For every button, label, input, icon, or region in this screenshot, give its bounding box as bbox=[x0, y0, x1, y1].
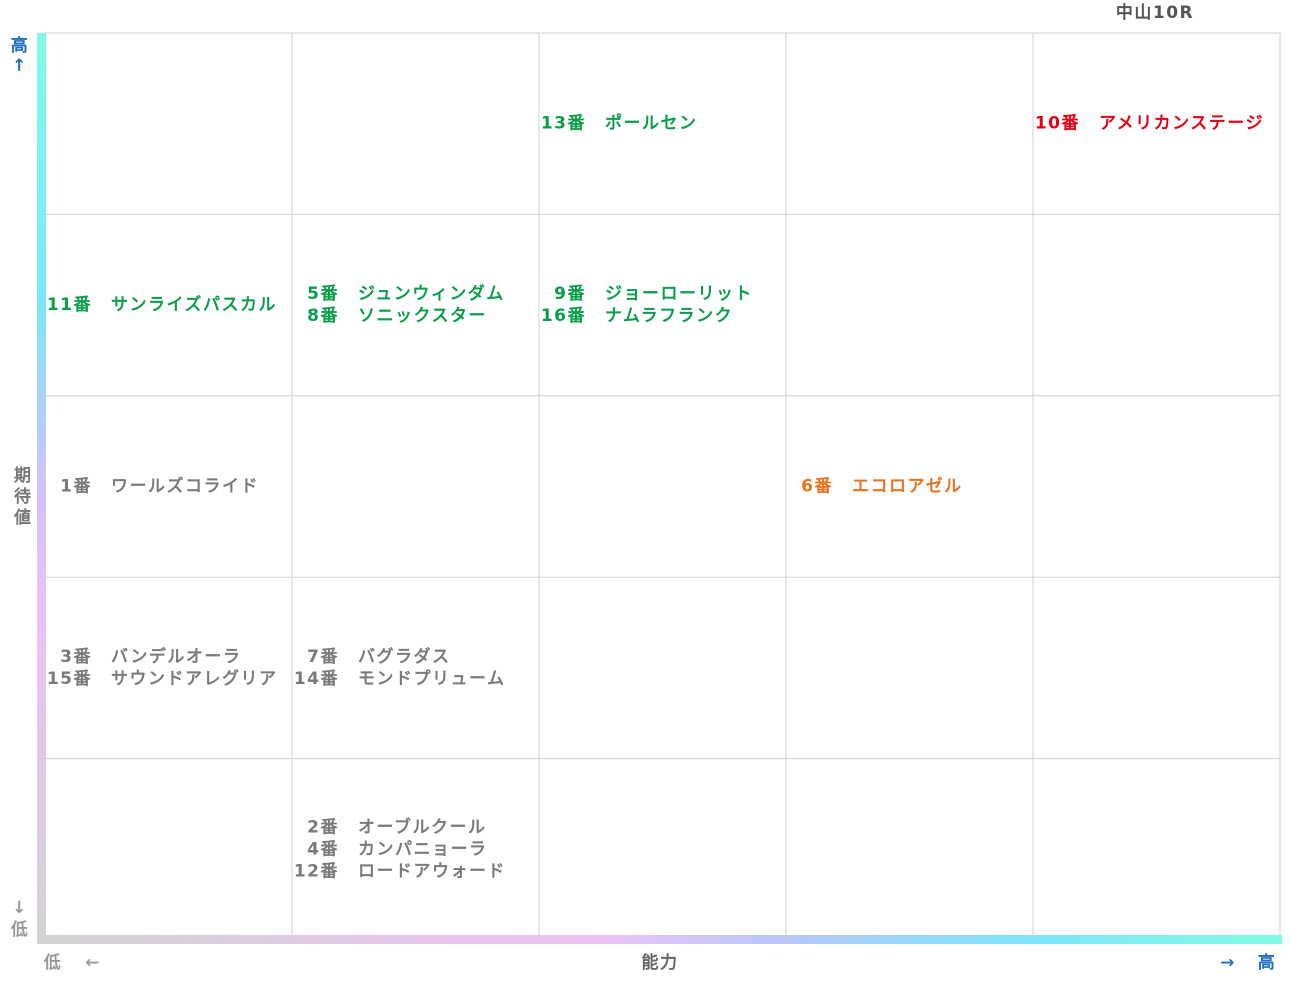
entry-number: 14番 bbox=[294, 669, 339, 689]
entry-name: エコロアゼル bbox=[852, 476, 963, 497]
entry-number: 4番 bbox=[307, 839, 339, 859]
entry-number: 9番 bbox=[554, 284, 586, 304]
entry-number: 5番 bbox=[307, 284, 339, 304]
entry-name: アメリカンステージ bbox=[1099, 114, 1264, 134]
x-high: 高 bbox=[1258, 952, 1277, 973]
entry-number: 10番 bbox=[1035, 114, 1080, 134]
entry-number: 3番 bbox=[60, 647, 92, 667]
entry-number: 1番 bbox=[60, 477, 92, 497]
entry-number: 15番 bbox=[47, 669, 92, 689]
entry-number: 6番 bbox=[801, 477, 833, 497]
entry-number: 13番 bbox=[541, 114, 586, 134]
y-low: 低 bbox=[10, 919, 30, 940]
entry-name: オーブルクール bbox=[358, 816, 486, 837]
x-low-arrow: ← bbox=[85, 953, 101, 973]
title: 中山10R bbox=[1116, 2, 1194, 23]
entry-name: サウンドアレグリア bbox=[111, 668, 278, 689]
entry-name: ジョーローリット bbox=[605, 284, 753, 304]
x-high-arrow: → bbox=[1220, 953, 1236, 973]
entry-name: ソニックスター bbox=[358, 306, 487, 326]
entry-name: モンドプリューム bbox=[358, 668, 506, 689]
entry-number: 2番 bbox=[307, 817, 339, 837]
x-low: 低 bbox=[43, 952, 63, 973]
y-low-arrow: ↓ bbox=[12, 898, 28, 918]
entry-name: ナムラフランク bbox=[605, 306, 733, 326]
entry-number: 7番 bbox=[307, 647, 339, 667]
x-label: 能力 bbox=[642, 952, 679, 973]
entry-number: 8番 bbox=[307, 306, 339, 326]
entry-name: バンデルオーラ bbox=[111, 646, 241, 667]
entry-name: ポールセン bbox=[605, 113, 698, 134]
entry-number: 11番 bbox=[47, 295, 92, 315]
y-high-arrow: ↑ bbox=[12, 56, 28, 76]
y-high: 高 bbox=[11, 35, 30, 56]
entry-name: ジュンウィンダム bbox=[358, 283, 505, 304]
entry-name: ワールズコライド bbox=[111, 476, 259, 497]
x-axis-bar bbox=[37, 935, 1282, 944]
entry-number: 12番 bbox=[294, 861, 339, 881]
entry-name: バグラダス bbox=[358, 646, 451, 667]
entry-number: 16番 bbox=[541, 306, 586, 326]
y-label: 期待値 bbox=[10, 466, 32, 529]
entry-name: カンパニョーラ bbox=[358, 839, 488, 859]
entry-name: サンライズパスカル bbox=[111, 294, 277, 315]
y-axis-bar bbox=[37, 33, 46, 943]
entry-name: ロードアウォード bbox=[358, 861, 506, 881]
